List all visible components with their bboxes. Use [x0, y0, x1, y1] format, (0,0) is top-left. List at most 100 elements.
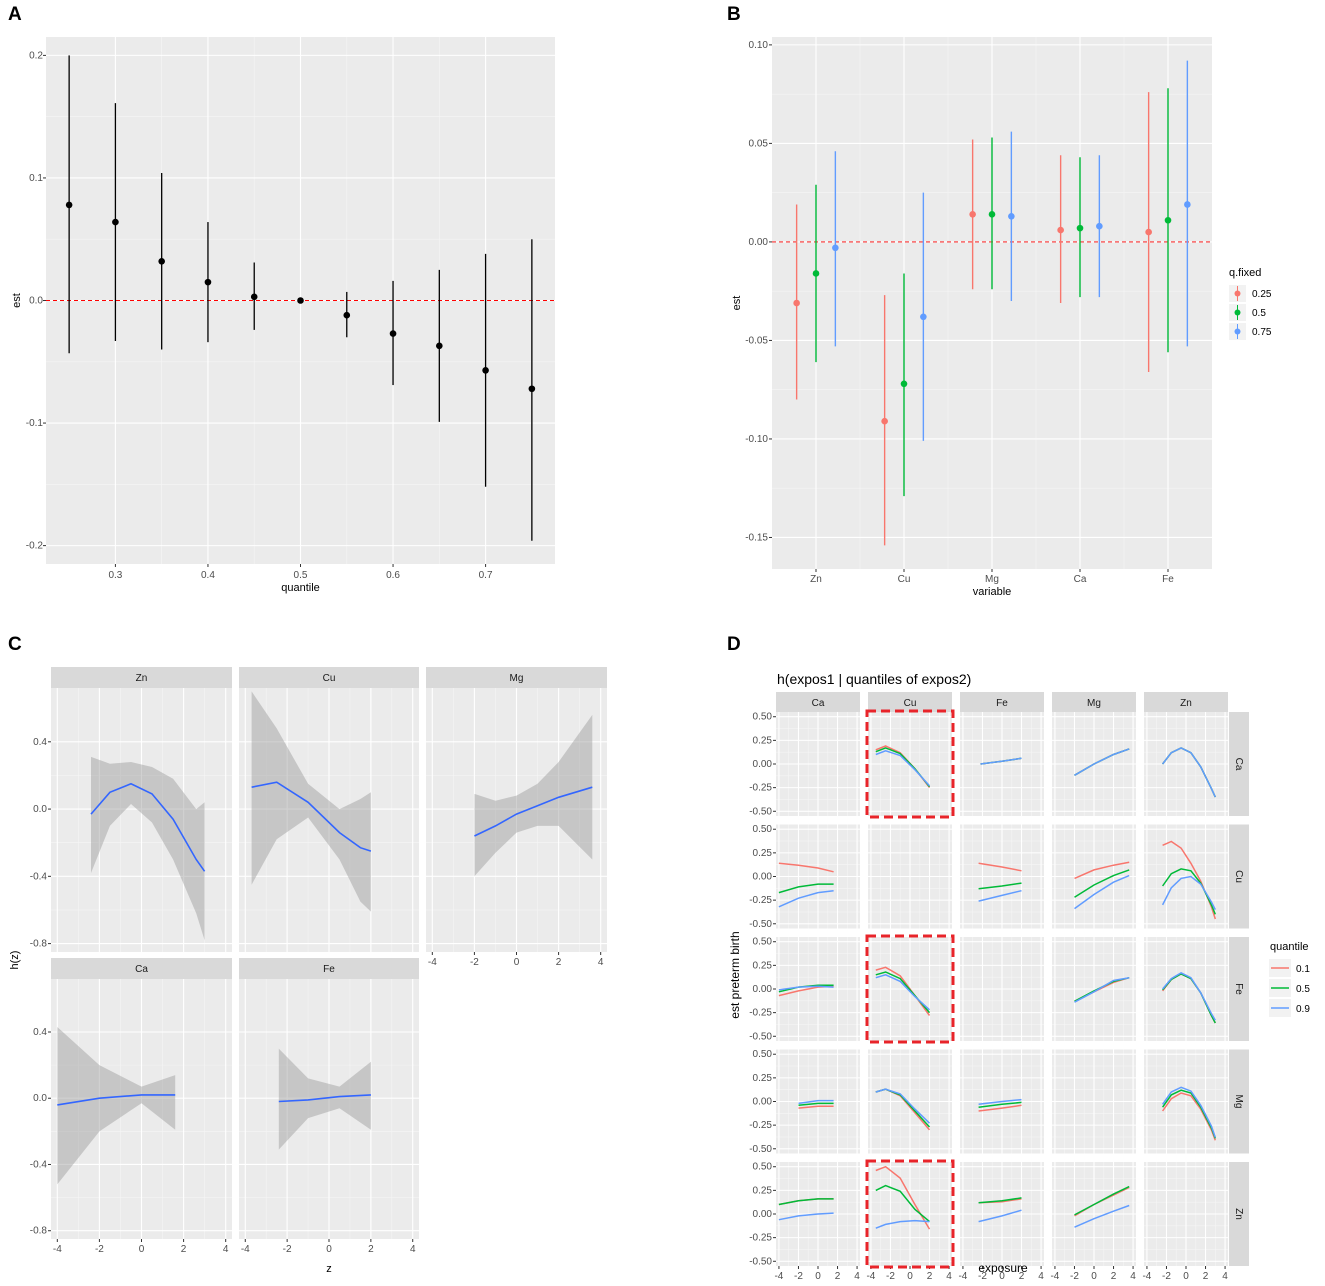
- panel-d-series-line: [875, 750, 931, 787]
- panel-c-confidence-band: [91, 756, 205, 941]
- panel-c-facet-cu: Cu: [239, 667, 419, 952]
- panel-c-x-tick-label: 4: [223, 1244, 229, 1255]
- panel-c-strip-label: Fe: [323, 964, 335, 975]
- panel-d-highlight-box: [865, 1159, 955, 1269]
- panel-d-legend-title: quantile: [1270, 941, 1309, 953]
- panel-b-point: [812, 270, 820, 277]
- panel-d-series-line: [778, 1198, 834, 1206]
- panel-c-facet-mg: Mg -4 -2 0 2 4: [426, 667, 607, 968]
- panel-b-y-tick-label: -0.05: [745, 335, 768, 346]
- panel-d-series-line: [1161, 868, 1216, 915]
- panel-d-series-line: [978, 882, 1022, 890]
- panel-d-x-tick-label: 0: [815, 1271, 821, 1282]
- panel-d-series-line: [1074, 976, 1130, 1003]
- panel-c-facet-fe: Fe -4 -2 0 2 4: [239, 958, 419, 1255]
- panel-a-point: [297, 297, 304, 304]
- panel-c-smooth-line: [57, 1094, 176, 1106]
- panel-d-y-tick-label: 0.25: [753, 848, 773, 859]
- panel-c-x-tick-label: 0: [514, 957, 520, 968]
- panel-b-point: [832, 244, 839, 252]
- panel-d-y-axis-label: est preterm birth: [728, 931, 742, 1018]
- panel-d-column-strip-label: Zn: [1180, 698, 1192, 709]
- panel-d-series-line: [875, 1184, 930, 1223]
- panel-d-x-axis-label: exposure: [978, 1261, 1028, 1275]
- panel-d-series-line: [978, 889, 1022, 902]
- panel-c-strip: [239, 667, 419, 688]
- panel-d-x-tick-label: -4: [774, 1271, 783, 1282]
- panel-b-legend-key-point: [1234, 290, 1241, 297]
- panel-d-column-strip: [960, 692, 1044, 712]
- panel-b-point: [920, 313, 927, 321]
- panel-a-point: [389, 330, 397, 337]
- panel-d-row-strip-label: Zn: [1233, 1208, 1244, 1220]
- panel-d-series-line: [1161, 875, 1216, 910]
- panel-b-legend-label: 0.75: [1252, 327, 1272, 338]
- panel-b-point: [1145, 228, 1152, 236]
- panel-d-x-tick-label: 2: [927, 1271, 933, 1282]
- panel-d-row-strip: [1229, 712, 1249, 816]
- panel-b-point: [1057, 226, 1064, 234]
- panel-d-y-tick-label: -0.25: [749, 1008, 772, 1019]
- panel-c-strip: [426, 667, 607, 688]
- panel-d-x-tick-label: 0: [999, 1271, 1005, 1282]
- panel-d-row-strip-label: Ca: [1233, 758, 1244, 771]
- panel-d-series-line: [980, 757, 1022, 765]
- panel-c-x-tick-label: 0: [326, 1244, 332, 1255]
- panel-d-y-tick-label: 0.25: [753, 1185, 773, 1196]
- panel-a-y-tick-label: -0.2: [26, 541, 44, 552]
- panel-b-y-axis-label: est: [731, 296, 743, 311]
- panel-b-y-tick-label: 0.00: [749, 237, 769, 248]
- panel-d-x-tick-label: 4: [1038, 1271, 1044, 1282]
- panel-label-c: C: [8, 634, 22, 655]
- panel-d-y-tick-label: 0.50: [753, 712, 773, 723]
- panel-d-x-tick-label: -4: [1142, 1271, 1151, 1282]
- panel-b-x-tick-label: Fe: [1162, 574, 1174, 585]
- panel-c-confidence-band: [474, 714, 593, 877]
- panel-d-y-tick-label: 0.25: [753, 735, 773, 746]
- panel-d-legend-label: 0.5: [1296, 984, 1310, 995]
- panel-d-series-line: [978, 1209, 1022, 1223]
- panel-c-y-tick-label: -0.4: [30, 871, 48, 882]
- panel-a-point: [112, 218, 119, 226]
- panel-d-x-tick-label: 4: [1222, 1271, 1228, 1282]
- panel-a-y-tick-label: 0.1: [29, 173, 43, 184]
- panel-d-y-tick-label: 0.25: [753, 1073, 773, 1084]
- panel-c-strip-label: Ca: [135, 964, 148, 975]
- panel-c-smooth-line: [251, 781, 372, 852]
- panel-d-y-tick-label: 0.50: [753, 1162, 773, 1173]
- panel-d-series-line: [1161, 1086, 1217, 1138]
- panel-a-x-tick-label: 0.5: [294, 570, 308, 581]
- panel-d-y-tick-label: 0.00: [753, 759, 773, 770]
- panel-c-confidence-band: [278, 1048, 371, 1150]
- panel-d-y-tick-label: 0.00: [753, 872, 773, 883]
- panel-label-a: A: [8, 4, 22, 25]
- panel-d-y-tick-label: -0.25: [749, 1120, 772, 1131]
- panel-b-point: [900, 380, 908, 388]
- panel-c-y-tick-label: 0.0: [33, 804, 47, 815]
- panel-a-x-tick-label: 0.4: [201, 570, 215, 581]
- panel-d-x-tick-label: -2: [978, 1271, 987, 1282]
- panel-b-x-tick-label: Zn: [810, 574, 822, 585]
- panel-b-point: [1096, 222, 1103, 230]
- panel-d-y-tick-label: -0.25: [749, 895, 772, 906]
- panel-d-x-tick-label: 2: [1203, 1271, 1209, 1282]
- panel-d-x-tick-label: 0: [1183, 1271, 1189, 1282]
- panel-b-x-tick-label: Mg: [985, 574, 999, 585]
- panel-d-x-tick-label: -2: [794, 1271, 803, 1282]
- panel-a-point: [250, 293, 258, 301]
- panel-a-y-tick-label: 0.0: [29, 296, 43, 307]
- panel-d-series-line: [978, 862, 1022, 872]
- panel-a-x-tick-label: 0.6: [386, 570, 400, 581]
- panel-b-point: [793, 299, 800, 307]
- panel-d-y-tick-label: 0.00: [753, 984, 773, 995]
- panel-c-x-tick-label: 4: [598, 957, 604, 968]
- panel-d-y-tick-label: -0.50: [749, 1256, 772, 1267]
- panel-a-x-tick-label: 0.3: [108, 570, 122, 581]
- panel-c-x-tick-label: -2: [470, 957, 479, 968]
- panel-d-x-tick-label: -2: [1070, 1271, 1079, 1282]
- panel-d-series-line: [1074, 1185, 1130, 1216]
- panel-d-x-tick-label: 2: [1111, 1271, 1117, 1282]
- panel-d-series-line: [978, 1098, 1022, 1106]
- panel-b-point: [969, 211, 976, 218]
- panel-d-series-line: [778, 862, 834, 873]
